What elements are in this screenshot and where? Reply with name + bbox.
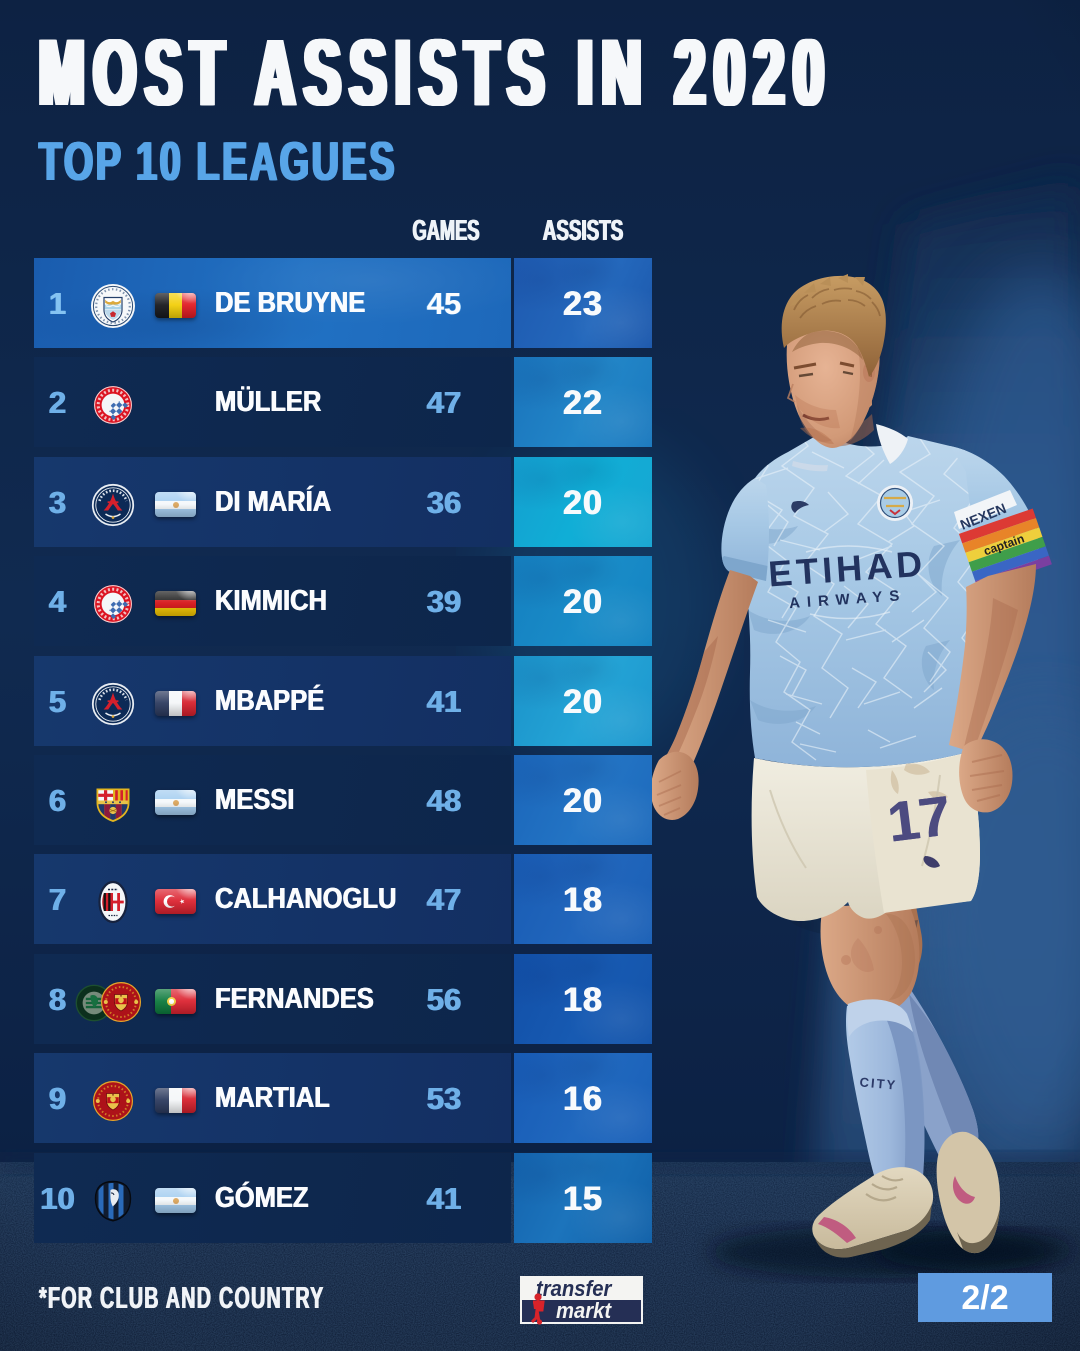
svg-text:CITY: CITY (859, 1074, 898, 1092)
svg-text:17: 17 (884, 784, 954, 854)
